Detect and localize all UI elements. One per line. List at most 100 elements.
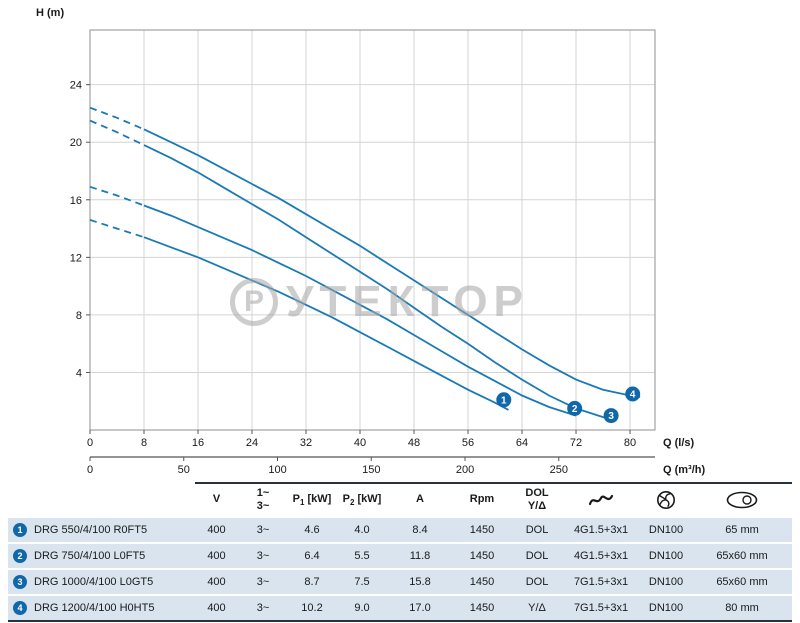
- svg-text:72: 72: [570, 437, 582, 449]
- cell-passage: 80 mm: [725, 602, 759, 614]
- y-axis: 4 8 12 16 20 24 H (m): [36, 7, 90, 379]
- cell-a: 8.4: [412, 524, 428, 536]
- svg-text:0: 0: [87, 437, 93, 449]
- svg-text:150: 150: [362, 464, 380, 476]
- cell-v: 400: [207, 576, 226, 588]
- header-p1: P1 [kW]: [288, 482, 336, 516]
- pump-performance-chart: 4 8 12 16 20 24 H (m) 0 8 16 24 32 40 48 56 64 72 80 Q (l/…: [36, 7, 705, 476]
- pump-curve-2: [89, 185, 577, 417]
- cell-p2: 9.0: [354, 602, 370, 614]
- table-header: V 1~ 3~ P1 [kW] P2 [kW] A Rpm DOL Y/Δ: [8, 482, 792, 516]
- svg-text:48: 48: [408, 437, 420, 449]
- model-cell: 3 DRG 1000/4/100 L0GT5: [8, 570, 195, 594]
- header-starting-dol: DOL: [525, 486, 549, 499]
- cell-start: DOL: [525, 524, 549, 536]
- curve-number-badge: 4: [13, 601, 27, 615]
- cell-v: 400: [207, 524, 226, 536]
- model-cell: 2 DRG 750/4/100 L0FT5: [8, 544, 195, 568]
- model-cell: 1 DRG 550/4/100 R0FT5: [8, 518, 195, 542]
- header-model: [8, 482, 195, 516]
- table-body: 1 DRG 550/4/100 R0FT5 400 3~ 4.6 4.0 8.4 1450 DO…: [8, 518, 792, 620]
- curve-marker-4: 4: [625, 386, 641, 402]
- cell-dn: DN100: [648, 524, 684, 536]
- cell-rpm: 1450: [469, 524, 495, 536]
- cell-p2: 5.5: [354, 550, 370, 562]
- cell-phase: 3~: [256, 524, 270, 536]
- cell-p1: 4.6: [304, 524, 320, 536]
- cell-cable: 7G1.5+3x1: [573, 602, 629, 614]
- cell-a: 15.8: [409, 576, 431, 588]
- cell-v: 400: [207, 602, 226, 614]
- header-rpm: Rpm: [452, 482, 512, 516]
- curve-marker-1: 1: [496, 392, 512, 408]
- svg-text:16: 16: [70, 195, 82, 207]
- cell-p1: 8.7: [304, 576, 320, 588]
- cell-start: DOL: [525, 550, 549, 562]
- impeller-icon: [640, 482, 692, 516]
- svg-text:20: 20: [70, 137, 82, 149]
- header-phase-three: 3~: [256, 500, 270, 512]
- cell-dn: DN100: [648, 550, 684, 562]
- svg-text:8: 8: [76, 310, 82, 322]
- curve-marker-3: 3: [603, 408, 619, 424]
- curve-number-badge: 1: [13, 523, 27, 537]
- svg-text:24: 24: [246, 437, 258, 449]
- table-row: 4 DRG 1200/4/100 H0HT5 400 3~ 10.2 9.0 17.0 145…: [8, 596, 792, 620]
- cell-phase: 3~: [256, 602, 270, 614]
- svg-text:56: 56: [462, 437, 474, 449]
- svg-text:250: 250: [550, 464, 568, 476]
- cell-cable: 7G1.5+3x1: [573, 576, 629, 588]
- header-current: A: [388, 482, 452, 516]
- header-starting: DOL Y/Δ: [512, 482, 562, 516]
- cell-start: DOL: [525, 576, 549, 588]
- spec-table: V 1~ 3~ P1 [kW] P2 [kW] A Rpm DOL Y/Δ: [8, 482, 792, 622]
- cell-p1: 6.4: [304, 550, 320, 562]
- svg-text:H (m): H (m): [36, 7, 64, 19]
- svg-text:Q (m³/h): Q (m³/h): [663, 464, 705, 476]
- svg-text:1: 1: [501, 395, 507, 406]
- svg-text:12: 12: [70, 252, 82, 264]
- cell-passage: 65 mm: [725, 524, 759, 536]
- table-row: 3 DRG 1000/4/100 L0GT5 400 3~ 8.7 7.5 15.8 1450…: [8, 570, 792, 594]
- pump-curve-1: [89, 219, 509, 411]
- pump-curve-4: [89, 106, 641, 398]
- cell-p2: 4.0: [354, 524, 370, 536]
- model-name: DRG 750/4/100 L0FT5: [34, 550, 146, 562]
- svg-text:200: 200: [456, 464, 474, 476]
- cell-cable: 4G1.5+3x1: [573, 524, 629, 536]
- header-voltage: V: [195, 482, 238, 516]
- cell-rpm: 1450: [469, 576, 495, 588]
- model-name: DRG 550/4/100 R0FT5: [34, 524, 148, 536]
- cell-rpm: 1450: [469, 550, 495, 562]
- svg-text:Q (l/s): Q (l/s): [663, 437, 695, 449]
- svg-text:100: 100: [268, 464, 286, 476]
- svg-text:40: 40: [354, 437, 366, 449]
- header-phase-single: 1~: [256, 486, 270, 499]
- free-passage-icon: [692, 482, 792, 516]
- model-name: DRG 1200/4/100 H0HT5: [34, 602, 155, 614]
- cell-p1: 10.2: [301, 602, 323, 614]
- svg-text:24: 24: [70, 80, 82, 92]
- curve-number-badge: 3: [13, 575, 27, 589]
- svg-text:4: 4: [630, 390, 636, 401]
- curve-marker-2: 2: [567, 400, 583, 416]
- svg-text:8: 8: [141, 437, 147, 449]
- svg-text:3: 3: [608, 411, 614, 422]
- cell-dn: DN100: [648, 576, 684, 588]
- cell-p2: 7.5: [354, 576, 370, 588]
- chart-grid: [90, 30, 655, 430]
- cable-icon: [562, 482, 640, 516]
- x-axis-m3h: 0 50 100 150 200 250 Q (m³/h): [87, 456, 705, 476]
- header-phase: 1~ 3~: [238, 482, 288, 516]
- svg-text:16: 16: [192, 437, 204, 449]
- cell-cable: 4G1.5+3x1: [573, 550, 629, 562]
- cell-passage: 65x60 mm: [716, 550, 768, 562]
- cell-passage: 65x60 mm: [716, 576, 768, 588]
- pump-curve-3: [89, 119, 614, 421]
- pump-curve-chart-area: 4 8 12 16 20 24 H (m) 0 8 16 24 32 40 48 56 64 72 80 Q (l/…: [36, 7, 705, 476]
- x-axis-ls: 0 8 16 24 32 40 48 56 64 72 80 Q (l/s): [87, 430, 695, 449]
- cell-start: Y/Δ: [528, 602, 546, 614]
- cell-rpm: 1450: [469, 602, 495, 614]
- svg-text:50: 50: [178, 464, 190, 476]
